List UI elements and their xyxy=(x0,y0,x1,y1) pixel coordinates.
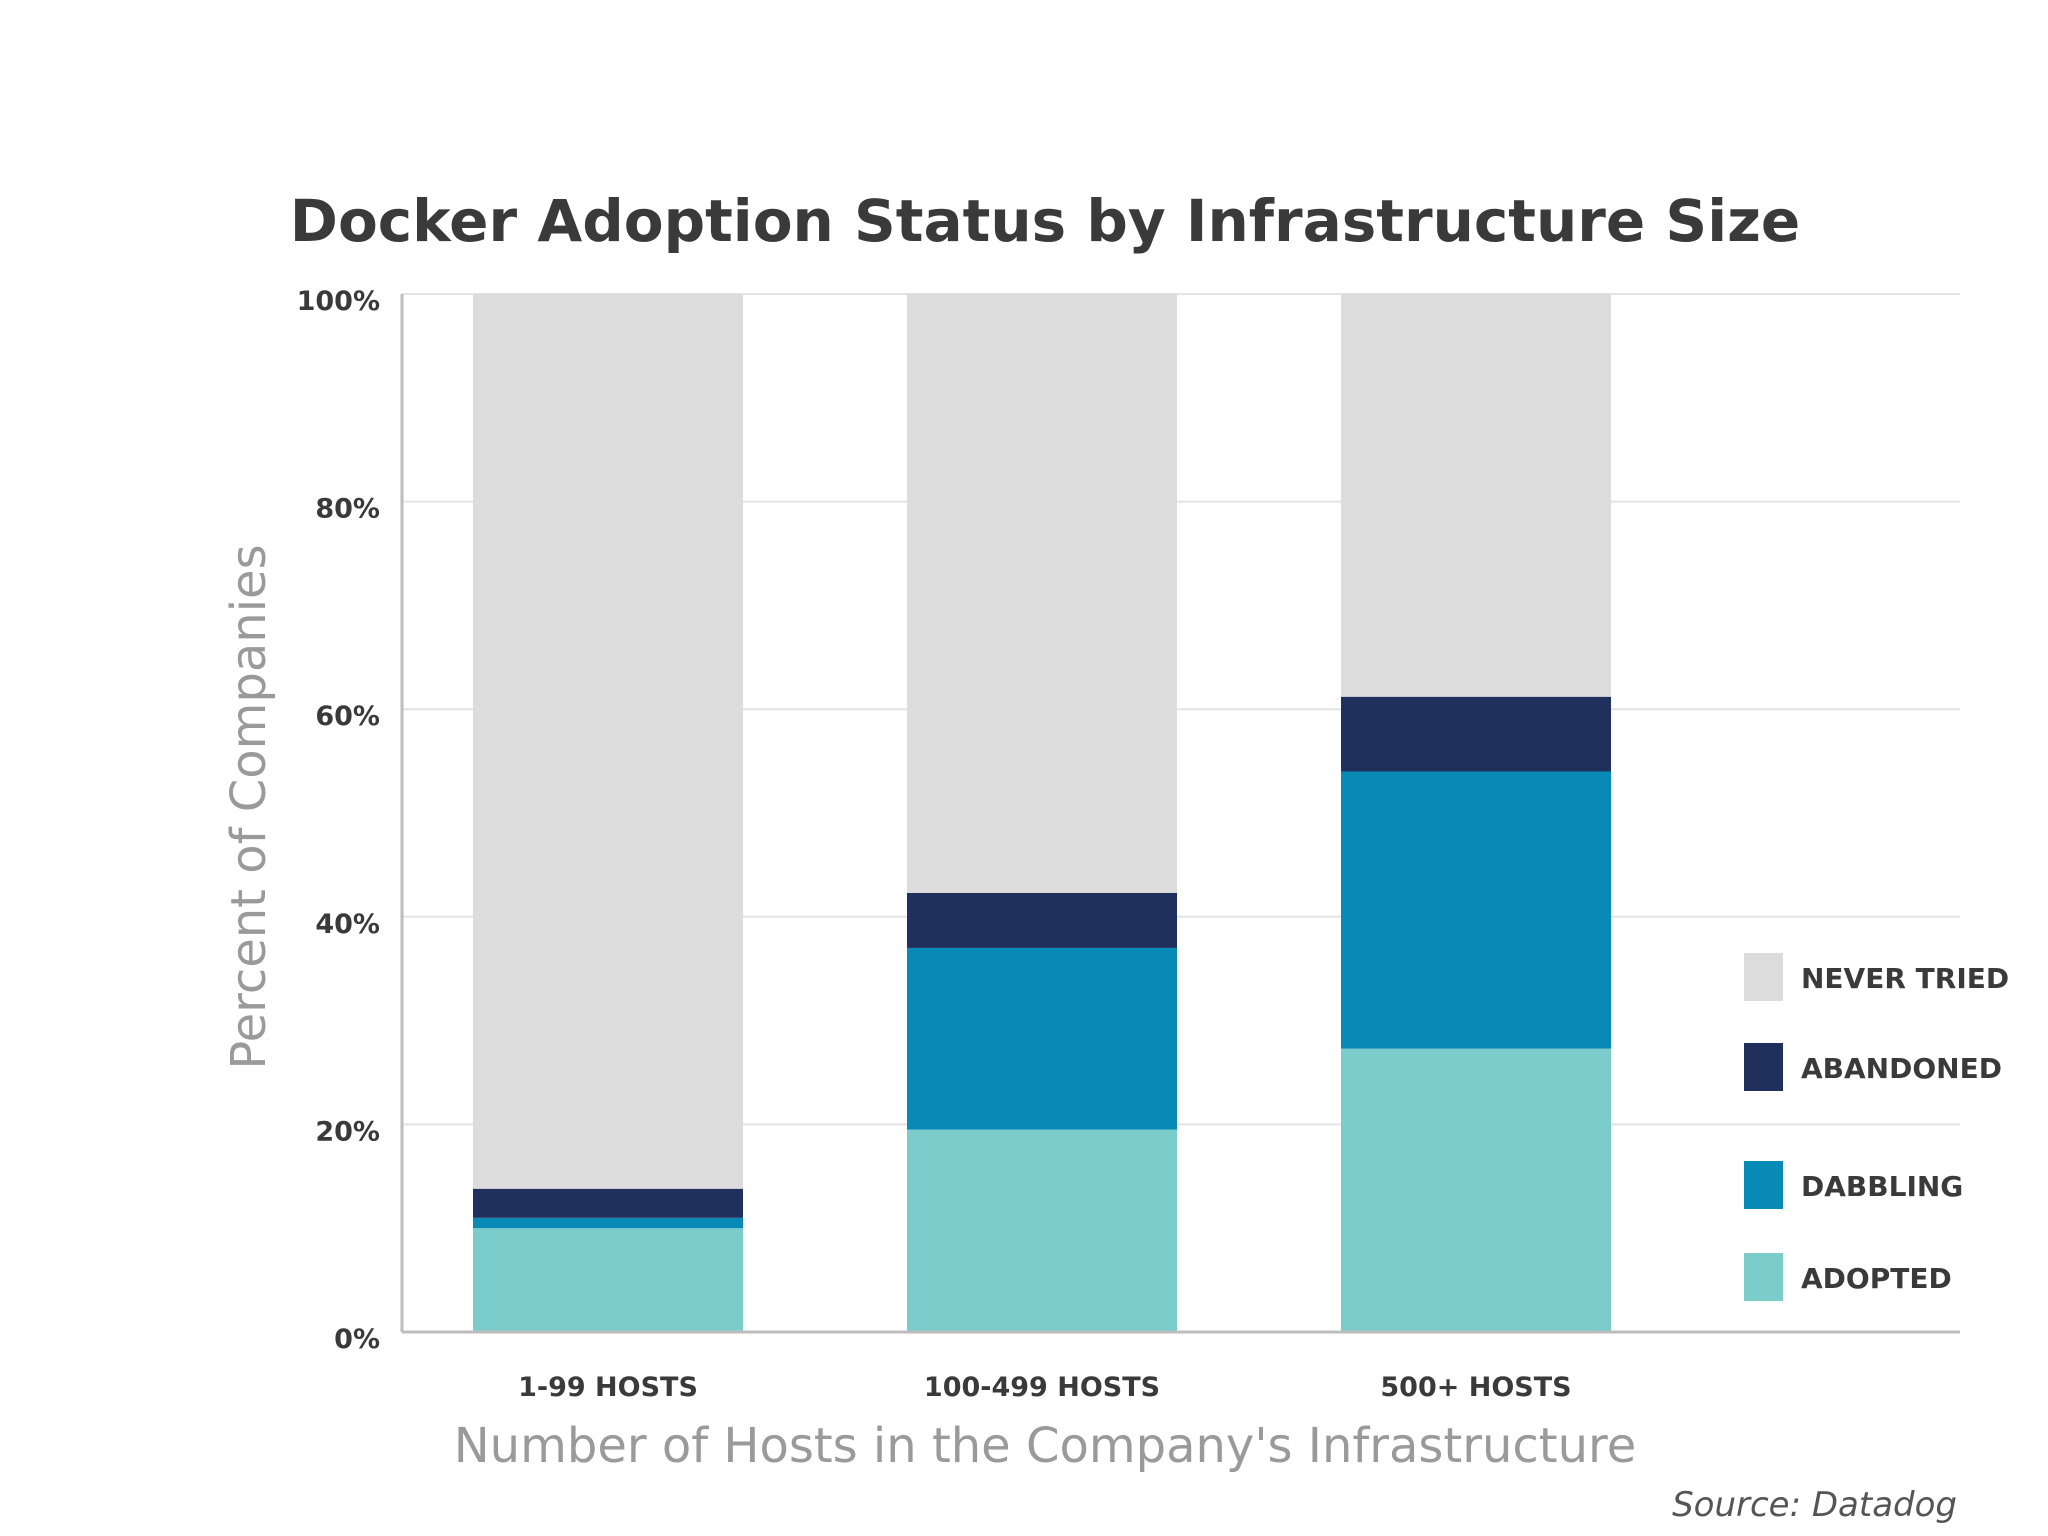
y-tick-label: 20% xyxy=(315,1116,380,1147)
bars xyxy=(473,294,1611,1332)
bar-segment-dabbling xyxy=(907,947,1177,1130)
bar-segment-adopted xyxy=(907,1129,1177,1332)
source-note: Source: Datadog xyxy=(1672,1485,1957,1525)
bar-segment-dabbling xyxy=(473,1217,743,1229)
legend-swatch xyxy=(1744,1161,1783,1209)
bar-segment-adopted xyxy=(1341,1048,1611,1332)
legend-swatch xyxy=(1744,953,1783,1001)
y-tick-label: 100% xyxy=(297,286,380,317)
bar-segment-abandoned xyxy=(907,892,1177,948)
bar-segment-dabbling xyxy=(1341,771,1611,1049)
y-tick-label: 40% xyxy=(315,909,380,940)
bar-segment-never-tried xyxy=(907,294,1177,893)
x-category-label: 500+ HOSTS xyxy=(1380,1372,1571,1403)
bar-segment-abandoned xyxy=(473,1188,743,1218)
legend-label: DABBLING xyxy=(1801,1170,1963,1203)
y-tick-label: 80% xyxy=(315,494,380,525)
bar-segment-never-tried xyxy=(473,294,743,1189)
bar-segment-adopted xyxy=(473,1228,743,1332)
legend-label: ABANDONED xyxy=(1801,1052,2002,1085)
x-category-label: 100-499 HOSTS xyxy=(924,1372,1160,1403)
bar-segment-abandoned xyxy=(1341,696,1611,772)
legend-swatch xyxy=(1744,1253,1783,1301)
y-tick-label: 0% xyxy=(334,1324,380,1355)
legend: NEVER TRIED ABANDONED DABBLING ADOPTED xyxy=(1744,953,2009,1301)
bar-segment-never-tried xyxy=(1341,294,1611,697)
x-category-labels: 1-99 HOSTS 100-499 HOSTS 500+ HOSTS xyxy=(518,1372,1572,1403)
legend-label: NEVER TRIED xyxy=(1801,962,2009,995)
chart-title: Docker Adoption Status by Infrastructure… xyxy=(290,187,1800,255)
x-axis-title: Number of Hosts in the Company's Infrast… xyxy=(454,1418,1636,1474)
axes xyxy=(400,294,1960,1334)
legend-label: ADOPTED xyxy=(1801,1262,1952,1295)
legend-swatch xyxy=(1744,1043,1783,1091)
y-axis-title: Percent of Companies xyxy=(221,544,277,1069)
y-tick-labels: 0% 20% 40% 60% 80% 100% xyxy=(297,286,380,1355)
x-category-label: 1-99 HOSTS xyxy=(518,1372,698,1403)
y-tick-label: 60% xyxy=(315,701,380,732)
